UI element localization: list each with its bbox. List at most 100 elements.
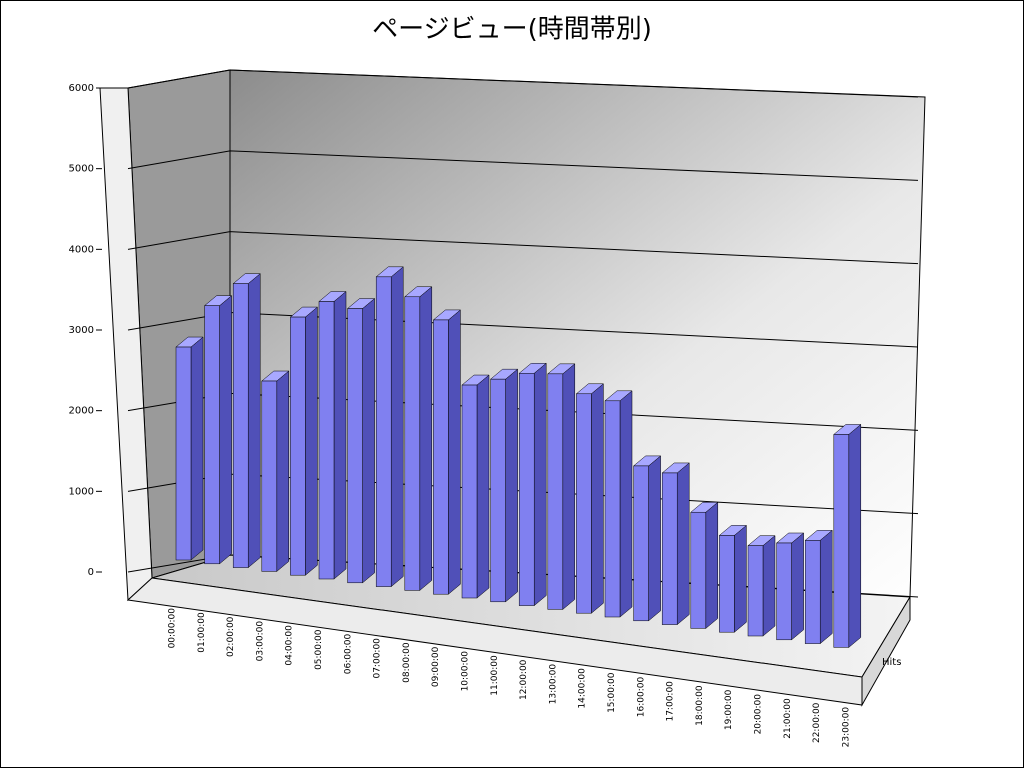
x-tick-label: 20:00:00 [754, 694, 764, 735]
bar-side [705, 501, 719, 629]
bar-side [791, 532, 804, 641]
bar-front [404, 296, 421, 591]
bar-front [261, 380, 278, 572]
bar-side [505, 368, 518, 603]
x-tick-label: 01:00:00 [197, 612, 207, 653]
bar-side [848, 423, 862, 648]
bar [461, 374, 490, 599]
y-tick-label: 3000 [69, 325, 94, 336]
x-tick-label: 03:00:00 [255, 621, 265, 662]
bar-front [604, 400, 621, 618]
bar-side [390, 266, 404, 588]
x-tick-label: 05:00:00 [314, 629, 324, 670]
grid-line [127, 69, 919, 98]
y-tick-label: 5000 [69, 164, 94, 175]
y-tick-label: 6000 [69, 83, 94, 94]
bars [175, 266, 862, 648]
bar [833, 423, 862, 648]
bar-front [204, 305, 220, 565]
floor-side [861, 595, 911, 707]
x-tick-label: 23:00:00 [841, 707, 851, 748]
bar-front [690, 511, 707, 629]
bar-front [576, 393, 592, 614]
x-tick-label: 00:00:00 [168, 608, 178, 649]
bar [261, 370, 290, 572]
bar [632, 455, 662, 622]
bar-side [819, 529, 833, 645]
x-tick-label: 04:00:00 [285, 625, 295, 666]
x-tick-label: 11:00:00 [490, 655, 500, 696]
bar [804, 529, 833, 645]
bar [232, 273, 261, 569]
bar [518, 362, 547, 607]
y-tick-label: 2000 [69, 406, 94, 417]
bar-front [318, 301, 335, 580]
y-tick-label: 1000 [69, 486, 94, 497]
x-tick-label: 06:00:00 [343, 634, 353, 675]
x-tick-label: 08:00:00 [402, 642, 412, 683]
bar-front [547, 373, 564, 610]
x-tick-label: 17:00:00 [666, 681, 676, 722]
bar [604, 390, 633, 618]
bar [718, 524, 748, 633]
bar-front [804, 540, 821, 644]
bar [375, 266, 404, 588]
bar-front [747, 545, 764, 637]
bar [404, 286, 433, 591]
x-tick-label: 14:00:00 [578, 668, 588, 709]
bar-front [232, 283, 249, 568]
x-tick-label: 19:00:00 [724, 689, 734, 730]
bar [489, 368, 519, 603]
bar [203, 295, 233, 565]
bar-front [290, 316, 306, 576]
x-tick-label: 18:00:00 [695, 685, 705, 726]
bar [775, 532, 805, 641]
bar [575, 383, 605, 614]
bar-side [648, 455, 661, 622]
bar-side [533, 362, 547, 607]
bar-front [661, 472, 678, 625]
bar-side [276, 370, 290, 572]
x-tick-label: 13:00:00 [548, 664, 558, 705]
bar-side [419, 286, 433, 591]
x-tick-label: 15:00:00 [607, 672, 617, 713]
chart-title: ページビュー(時間帯別) [372, 15, 652, 45]
series-label: Hits [882, 657, 901, 668]
grid-line [127, 150, 919, 181]
bar-side [734, 524, 747, 633]
bar-front [518, 373, 535, 606]
bar-front [461, 384, 478, 599]
x-tick-label: 16:00:00 [636, 677, 646, 718]
grid-line [127, 231, 919, 265]
y-tick-label: 0 [88, 567, 94, 578]
bar-front [347, 308, 363, 584]
bar-side [190, 336, 204, 561]
bar [747, 535, 776, 637]
bar-front [719, 535, 735, 633]
x-tick-label: 21:00:00 [783, 698, 793, 739]
bar [318, 290, 347, 580]
bar [547, 363, 576, 610]
bar-side [219, 295, 232, 565]
bar-side [762, 535, 776, 637]
bar [661, 462, 690, 626]
bar-front [490, 378, 506, 603]
bar-front [375, 276, 392, 587]
bar-front [633, 465, 649, 622]
bar-side [333, 290, 347, 580]
bar [175, 336, 204, 561]
bar-side [676, 462, 690, 626]
x-tick-label: 02:00:00 [226, 616, 236, 657]
x-tick-label: 22:00:00 [812, 702, 822, 743]
bar-front [776, 542, 792, 641]
bar-side [591, 383, 604, 614]
bar-side [362, 297, 375, 584]
x-tick-label: 07:00:00 [373, 638, 383, 679]
bar-side [619, 390, 633, 618]
bar-front [833, 434, 850, 648]
bar [432, 309, 462, 595]
bar-side [476, 374, 490, 599]
bar [289, 306, 319, 576]
bar-side [305, 306, 318, 576]
y-tick-label: 4000 [69, 244, 94, 255]
